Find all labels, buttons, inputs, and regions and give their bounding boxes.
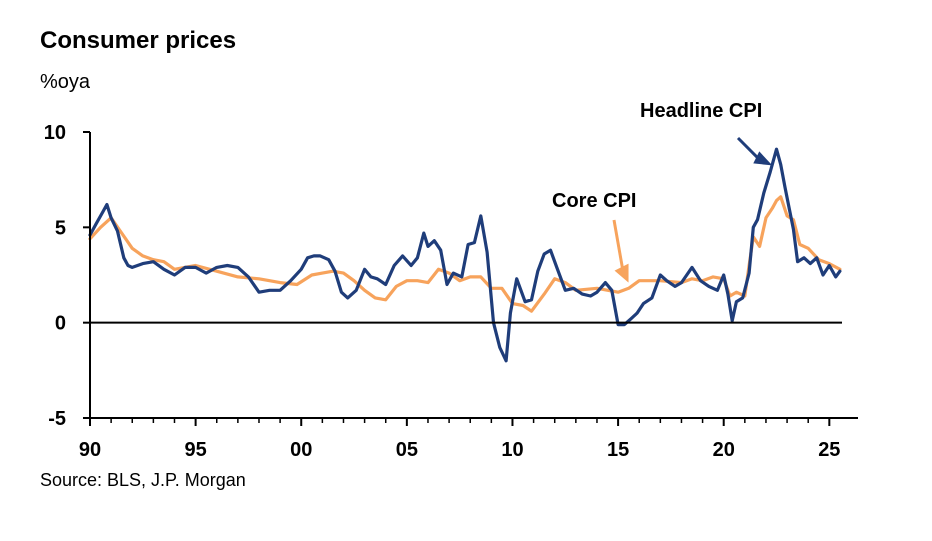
arrow-core-cpi bbox=[612, 219, 625, 269]
x-tick-label: 10 bbox=[501, 439, 523, 461]
annotation-headline-cpi: Headline CPI bbox=[640, 100, 762, 122]
x-tick-label: 05 bbox=[396, 439, 418, 461]
y-axis-unit: %oya bbox=[40, 71, 91, 93]
y-tick-label: 5 bbox=[55, 217, 66, 239]
y-tick-label: 10 bbox=[44, 122, 66, 144]
annotation-core-cpi: Core CPI bbox=[552, 190, 636, 212]
y-tick-label: -5 bbox=[48, 408, 66, 430]
x-tick-label: 90 bbox=[79, 439, 101, 461]
x-tick-label: 20 bbox=[713, 439, 735, 461]
arrowhead-headline-cpi bbox=[753, 151, 773, 166]
chart-title: Consumer prices bbox=[40, 27, 237, 54]
x-tick-label: 25 bbox=[818, 439, 840, 461]
annotation-layer: Headline CPI Core CPI bbox=[552, 100, 773, 283]
x-tick-label: 15 bbox=[607, 439, 629, 461]
x-tick-label: 95 bbox=[184, 439, 206, 461]
source-note: Source: BLS, J.P. Morgan bbox=[40, 470, 246, 490]
series-line-headline-cpi bbox=[88, 147, 842, 363]
x-tick-label: 00 bbox=[290, 439, 312, 461]
arrow-headline-cpi bbox=[736, 136, 762, 162]
y-tick-label: 0 bbox=[55, 313, 66, 335]
series-layer bbox=[88, 147, 842, 363]
arrowhead-core-cpi bbox=[614, 263, 629, 283]
